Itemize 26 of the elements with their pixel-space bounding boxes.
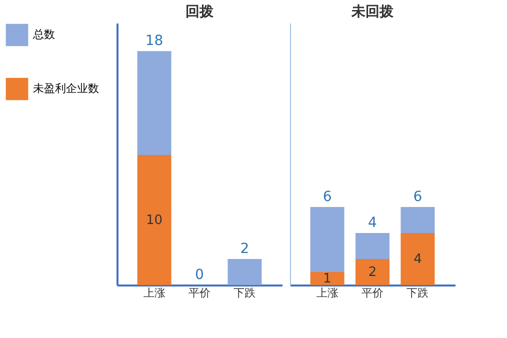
data-label: 1 xyxy=(323,272,332,286)
total-label: 6 xyxy=(413,189,422,206)
chart-title: 回拨 xyxy=(186,4,214,20)
total-label: 2 xyxy=(240,241,250,258)
x-tick-label: 下跌 xyxy=(234,286,256,300)
x-tick-label: 上涨 xyxy=(143,286,166,300)
bar xyxy=(400,207,435,234)
legend-label: 总数 xyxy=(32,28,55,41)
total-label: 18 xyxy=(145,33,164,50)
data-label: 4 xyxy=(414,252,422,268)
x-tick-label: 上涨 xyxy=(316,286,338,300)
data-label: 2 xyxy=(368,265,377,280)
total-label: 6 xyxy=(322,189,332,206)
chart-title: 未回拨 xyxy=(350,4,394,20)
total-label: 4 xyxy=(368,215,378,232)
total-label: 0 xyxy=(195,267,204,283)
bar xyxy=(310,272,344,285)
bar xyxy=(310,207,344,272)
x-tick-label: 下跌 xyxy=(406,286,429,300)
legend-label: 未盈利企业数 xyxy=(33,82,99,95)
bar xyxy=(356,233,390,260)
bar xyxy=(356,259,390,285)
data-label: 10 xyxy=(146,213,163,228)
bar xyxy=(400,233,435,285)
x-tick-label: 平价 xyxy=(362,286,384,300)
x-tick-label: 平价 xyxy=(188,286,210,300)
